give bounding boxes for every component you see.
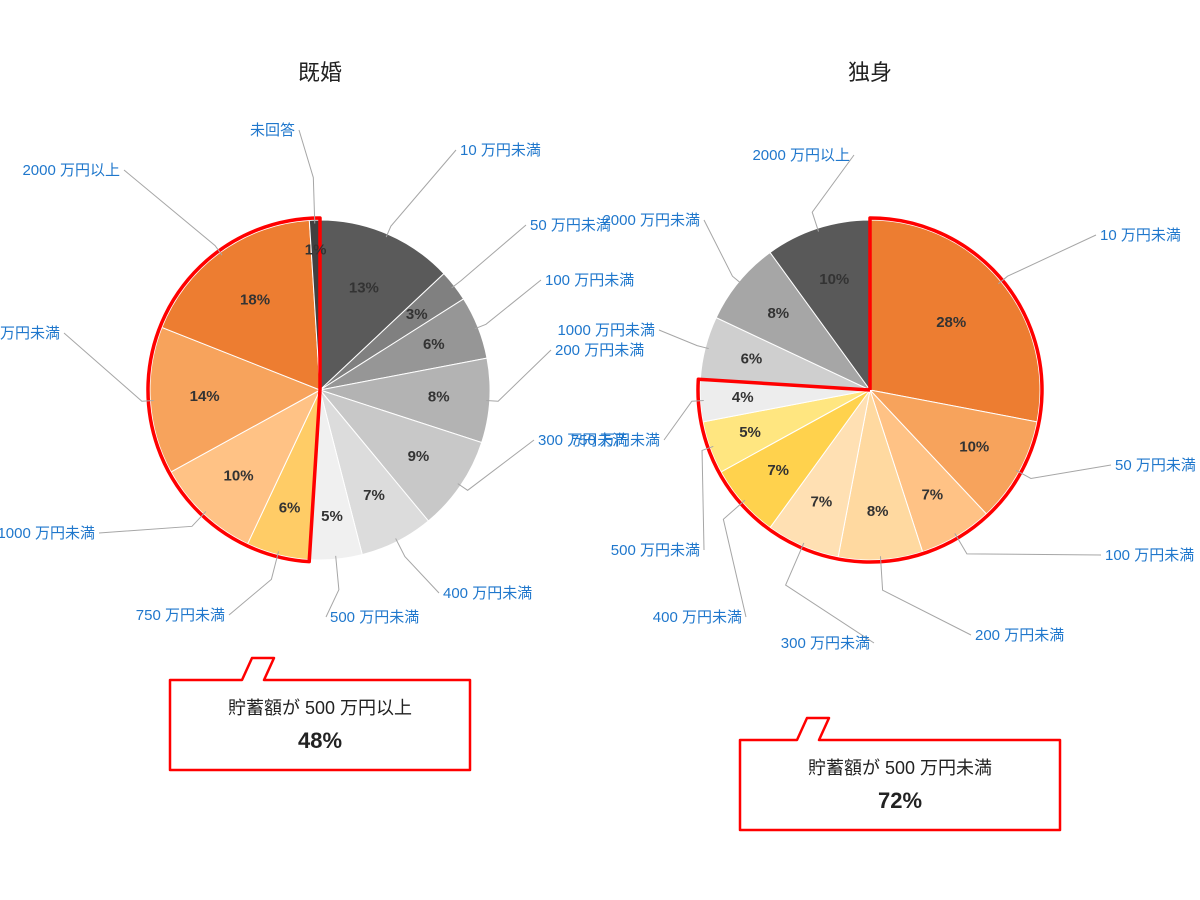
leader-line <box>475 280 541 329</box>
leader-line <box>299 130 315 223</box>
slice-label: 300 万円未満 <box>781 635 870 652</box>
leader-line <box>386 150 456 237</box>
leader-line <box>486 350 551 401</box>
slice-label: 2000 万円以上 <box>22 162 120 179</box>
leader-line <box>99 511 206 533</box>
slice-pct: 10% <box>959 438 989 455</box>
pie-married: 既婚 13% 10 万円未満 3% 50 万円未満 6% 100 万円未満 8% 200 万円未… <box>0 60 644 770</box>
slice-pct: 7% <box>811 493 833 510</box>
slice-pct: 18% <box>240 292 270 309</box>
leader-line <box>64 333 154 401</box>
dual-pie-chart: 既婚 13% 10 万円未満 3% 50 万円未満 6% 100 万円未満 8% 200 万円未… <box>0 0 1200 900</box>
leader-line <box>955 533 1101 555</box>
leader-line <box>124 170 222 255</box>
slice-pct: 10% <box>224 468 254 485</box>
slice-label: 750 万円未満 <box>136 607 225 624</box>
slice-label: 500 万円未満 <box>611 542 700 559</box>
leader-line <box>1016 465 1111 478</box>
slice-pct: 6% <box>279 500 301 517</box>
pie-single: 独身 28% 10 万円未満 10% 50 万円未満 7% 100 万円未満 8% 200 万円… <box>557 60 1195 830</box>
slice-label: 400 万円未満 <box>653 609 742 626</box>
slice-pct: 8% <box>867 503 889 520</box>
slice-label: 100 万円未満 <box>545 272 634 289</box>
slice-label: 2000 万円未満 <box>0 325 60 342</box>
leader-line <box>659 330 709 349</box>
slice-label: 200 万円未満 <box>555 342 644 359</box>
slice-label: 500 万円未満 <box>330 609 419 626</box>
slice-label: 100 万円未満 <box>1105 547 1194 564</box>
slice-pct: 13% <box>349 280 379 297</box>
leader-line <box>704 220 742 284</box>
leader-line <box>326 556 339 617</box>
slice-pct: 1% <box>305 242 327 259</box>
slice-label: 750 万円未満 <box>571 432 660 449</box>
slice-pct: 4% <box>732 389 754 406</box>
slice-pct: 3% <box>406 306 428 323</box>
leader-line <box>998 235 1096 284</box>
slice-pct: 8% <box>428 388 450 405</box>
slice-pct: 8% <box>767 305 789 322</box>
slice-pct: 5% <box>739 424 761 441</box>
slice-label: 1000 万円未満 <box>0 525 95 542</box>
slice-label: 2000 万円以上 <box>752 147 850 164</box>
slice-label: 1000 万円未満 <box>557 322 655 339</box>
slice-pct: 9% <box>408 448 430 465</box>
leader-line <box>452 225 526 288</box>
slice-pct: 10% <box>819 271 849 288</box>
leader-line <box>723 500 746 617</box>
leader-line <box>396 538 439 593</box>
slice-pct: 14% <box>190 388 220 405</box>
slice-pct: 7% <box>767 462 789 479</box>
chart-title: 既婚 <box>298 60 342 85</box>
callout-line2: 72% <box>878 788 922 813</box>
leader-line <box>880 556 971 635</box>
slice-pct: 6% <box>741 351 763 368</box>
slice-label: 50 万円未満 <box>1115 457 1196 474</box>
callout-line2: 48% <box>298 728 342 753</box>
slice-pct: 5% <box>321 508 343 525</box>
slice-label: 200 万円未満 <box>975 627 1064 644</box>
slice-pct: 28% <box>936 314 966 331</box>
leader-line <box>229 551 279 615</box>
callout-line1: 貯蓄額が 500 万円以上 <box>228 698 412 718</box>
slice-pct: 6% <box>423 336 445 353</box>
callout-line1: 貯蓄額が 500 万円未満 <box>808 758 992 778</box>
slice-pct: 7% <box>921 486 943 503</box>
leader-line <box>812 155 854 232</box>
slice-pct: 7% <box>363 487 385 504</box>
slice-label: 10 万円未満 <box>1100 227 1181 244</box>
slice-label: 400 万円未満 <box>443 585 532 602</box>
slice-label: 未回答 <box>250 122 295 139</box>
slice-label: 10 万円未満 <box>460 142 541 159</box>
leader-line <box>702 446 713 550</box>
slice-label: 2000 万円未満 <box>602 212 700 229</box>
slice-label: 50 万円未満 <box>530 217 611 234</box>
chart-title: 独身 <box>848 60 892 85</box>
